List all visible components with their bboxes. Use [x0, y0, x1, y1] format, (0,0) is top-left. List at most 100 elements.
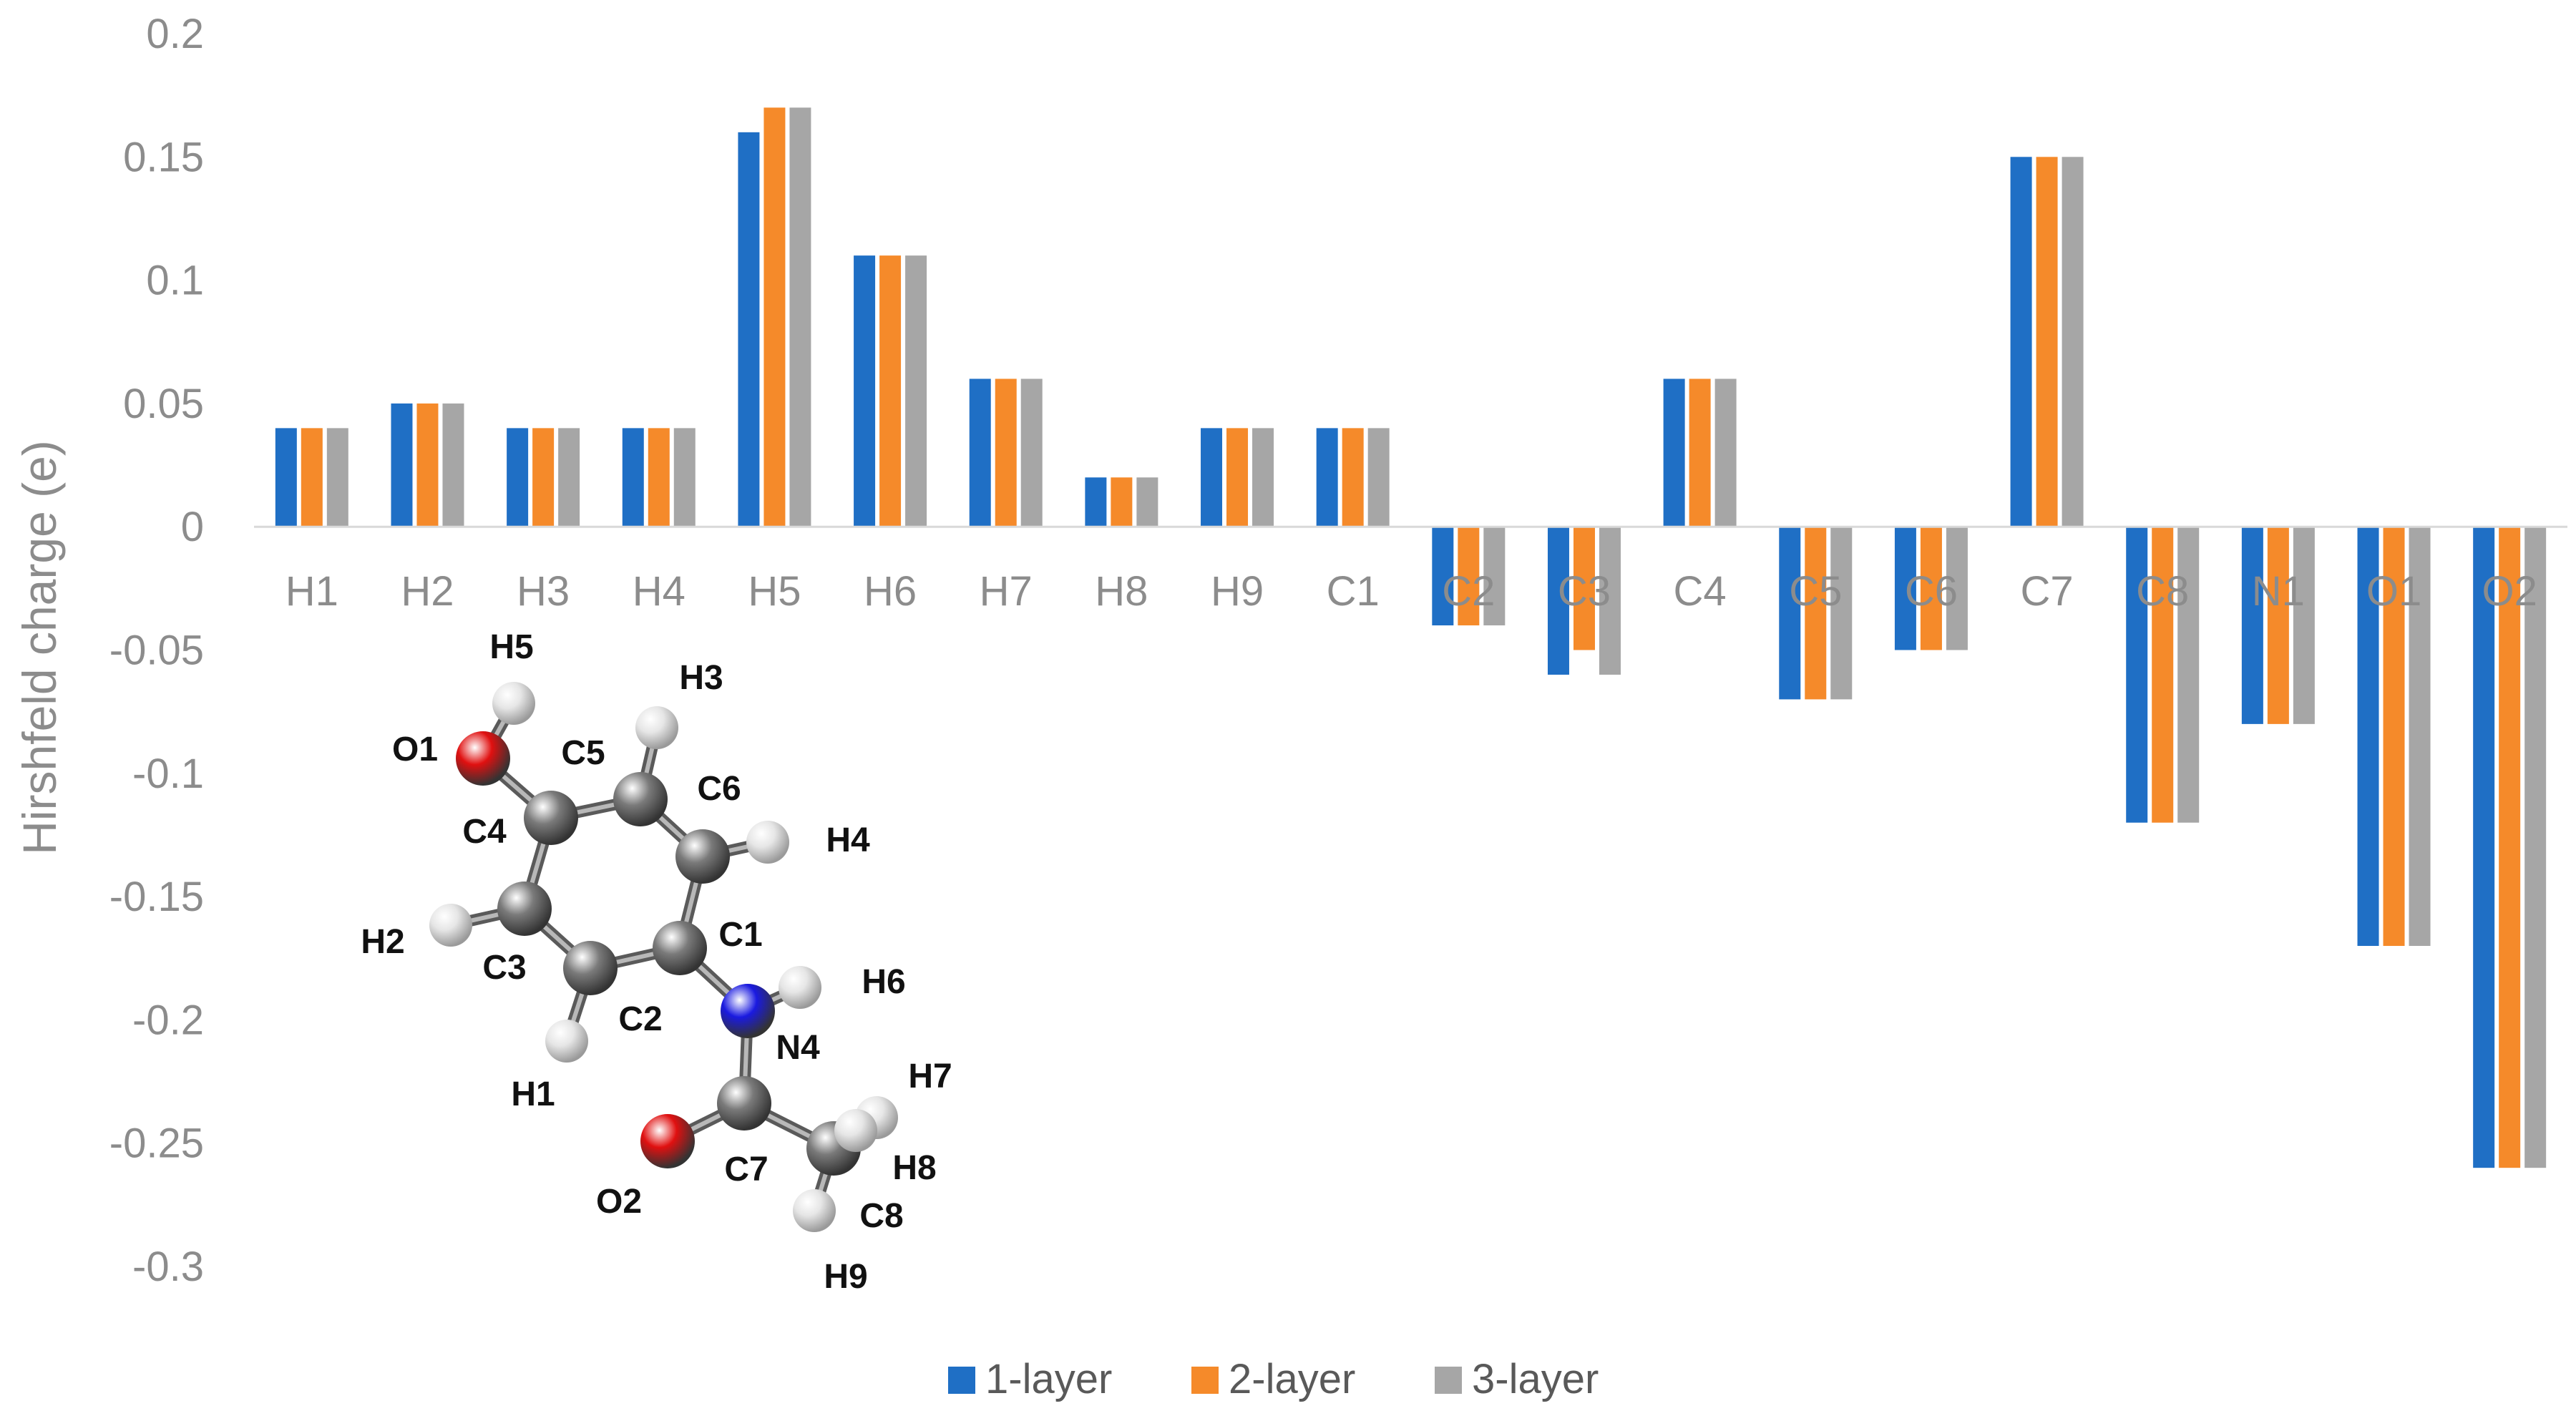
atom-h6 — [779, 966, 821, 1009]
atom-c4 — [524, 791, 578, 845]
legend-label-1-layer: 1-layer — [985, 1356, 1112, 1402]
bar-c5-1-layer — [1779, 527, 1801, 700]
atom-h2 — [429, 904, 472, 947]
atom-h9 — [793, 1189, 836, 1232]
bar-h5-1-layer — [738, 132, 760, 527]
bar-h8-3-layer — [1136, 477, 1158, 527]
atom-label-c8: C8 — [859, 1197, 903, 1235]
atom-h3 — [635, 706, 678, 749]
x-tick-label-h9: H9 — [1211, 568, 1264, 615]
y-tick-label: -0.1 — [132, 751, 204, 797]
atom-label-h1: H1 — [511, 1075, 555, 1113]
atom-label-c7: C7 — [724, 1151, 768, 1188]
bar-c6-1-layer — [1894, 527, 1916, 650]
legend: 1-layer 2-layer 3-layer — [948, 1356, 1599, 1402]
atom-label-h4: H4 — [826, 821, 870, 859]
legend-swatch-3-layer — [1435, 1367, 1462, 1394]
x-axis-tick-labels: H1 H2 H3 H4 H5 H6 H7 H8 H9 C1 C2 C3 C4 C5 C6 C7 C8 N1 O1 O2 — [286, 568, 2537, 615]
x-tick-label-c8: C8 — [2136, 568, 2189, 615]
atom-label-c5: C5 — [561, 734, 605, 772]
bar-h4-3-layer — [673, 428, 696, 527]
x-tick-label-h7: H7 — [980, 568, 1033, 615]
x-tick-label-o2: O2 — [2482, 568, 2537, 615]
bar-c1-3-layer — [1367, 428, 1390, 527]
bar-h4-1-layer — [622, 428, 644, 527]
atom-label-h6: H6 — [862, 963, 905, 1001]
molecule-inset: H5 H3 O1 C5 C6 C4 H4 C1 H2 C3 H6 C2 N4 H7 H1 C7 H8 O2 C8 H9 — [361, 628, 952, 1296]
atom-label-h8: H8 — [892, 1149, 936, 1187]
atom-c5 — [613, 772, 668, 826]
atom-label-n4: N4 — [776, 1029, 820, 1067]
atom-o2 — [640, 1114, 695, 1168]
bar-h7-1-layer — [969, 379, 991, 527]
x-tick-label-h1: H1 — [286, 568, 338, 615]
bar-h2-3-layer — [442, 403, 464, 527]
bar-h9-2-layer — [1226, 428, 1249, 527]
bar-o2-3-layer — [2524, 527, 2547, 1168]
atom-label-o2: O2 — [596, 1183, 642, 1221]
atom-label-o1: O1 — [392, 731, 438, 768]
x-tick-label-h5: H5 — [748, 568, 801, 615]
x-tick-label-h4: H4 — [633, 568, 686, 615]
x-tick-label-c7: C7 — [2020, 568, 2073, 615]
x-tick-label-h3: H3 — [517, 568, 570, 615]
bar-c5-2-layer — [1805, 527, 1827, 700]
x-tick-label-c6: C6 — [1905, 568, 1958, 615]
bar-o2-1-layer — [2473, 527, 2495, 1168]
atom-label-c3: C3 — [482, 949, 526, 987]
atom-o1 — [456, 731, 510, 786]
bar-h1-3-layer — [326, 428, 348, 527]
legend-swatch-2-layer — [1191, 1367, 1219, 1394]
bar-o1-3-layer — [2409, 527, 2431, 947]
atom-label-h7: H7 — [908, 1058, 952, 1095]
y-axis-title: Hirshfeld charge (e) — [13, 440, 66, 855]
bar-h9-1-layer — [1201, 428, 1223, 527]
atom-label-h5: H5 — [489, 628, 533, 666]
x-tick-label-c1: C1 — [1327, 568, 1380, 615]
bar-c3-3-layer — [1599, 527, 1621, 675]
bar-c8-1-layer — [2126, 527, 2148, 823]
bar-o1-1-layer — [2357, 527, 2379, 947]
y-tick-label: -0.25 — [109, 1120, 204, 1167]
y-tick-label: 0 — [181, 504, 204, 550]
y-tick-label: -0.3 — [132, 1244, 204, 1290]
y-tick-label: 0.15 — [123, 134, 204, 180]
bar-h9-3-layer — [1252, 428, 1274, 527]
x-tick-label-c5: C5 — [1789, 568, 1842, 615]
x-tick-label-c2: C2 — [1442, 568, 1495, 615]
bar-h5-3-layer — [789, 107, 811, 527]
atom-label-h3: H3 — [679, 659, 723, 697]
atom-label-h2: H2 — [361, 923, 404, 961]
bars-layer — [275, 107, 2547, 1168]
bar-h2-1-layer — [391, 403, 413, 527]
bar-n1-1-layer — [2241, 527, 2263, 724]
bar-h5-2-layer — [763, 107, 786, 527]
bar-c1-2-layer — [1342, 428, 1364, 527]
bar-c4-2-layer — [1689, 379, 1711, 527]
bar-h6-1-layer — [854, 255, 876, 527]
bar-h6-3-layer — [905, 255, 927, 527]
atom-label-c6: C6 — [697, 770, 741, 808]
atom-c2 — [563, 941, 618, 995]
bar-c7-2-layer — [2036, 157, 2058, 527]
bar-h2-2-layer — [416, 403, 439, 527]
bar-h7-3-layer — [1020, 379, 1043, 527]
bar-h7-2-layer — [995, 379, 1017, 527]
x-tick-label-c4: C4 — [1674, 568, 1727, 615]
y-tick-label: -0.05 — [109, 628, 204, 674]
bar-c5-3-layer — [1830, 527, 1853, 700]
bar-h3-2-layer — [532, 428, 555, 527]
y-tick-label: 0.1 — [146, 258, 204, 304]
x-tick-label-o1: O1 — [2366, 568, 2421, 615]
bar-c6-2-layer — [1920, 527, 1942, 650]
bar-c1-1-layer — [1316, 428, 1338, 527]
bar-c3-2-layer — [1573, 527, 1595, 650]
y-tick-label: 0.05 — [123, 381, 204, 427]
bar-c7-3-layer — [2062, 157, 2084, 527]
x-tick-label-c3: C3 — [1558, 568, 1611, 615]
bar-o1-2-layer — [2383, 527, 2405, 947]
bar-h3-3-layer — [558, 428, 580, 527]
atom-label-h9: H9 — [824, 1258, 867, 1296]
legend-label-3-layer: 3-layer — [1472, 1356, 1599, 1402]
